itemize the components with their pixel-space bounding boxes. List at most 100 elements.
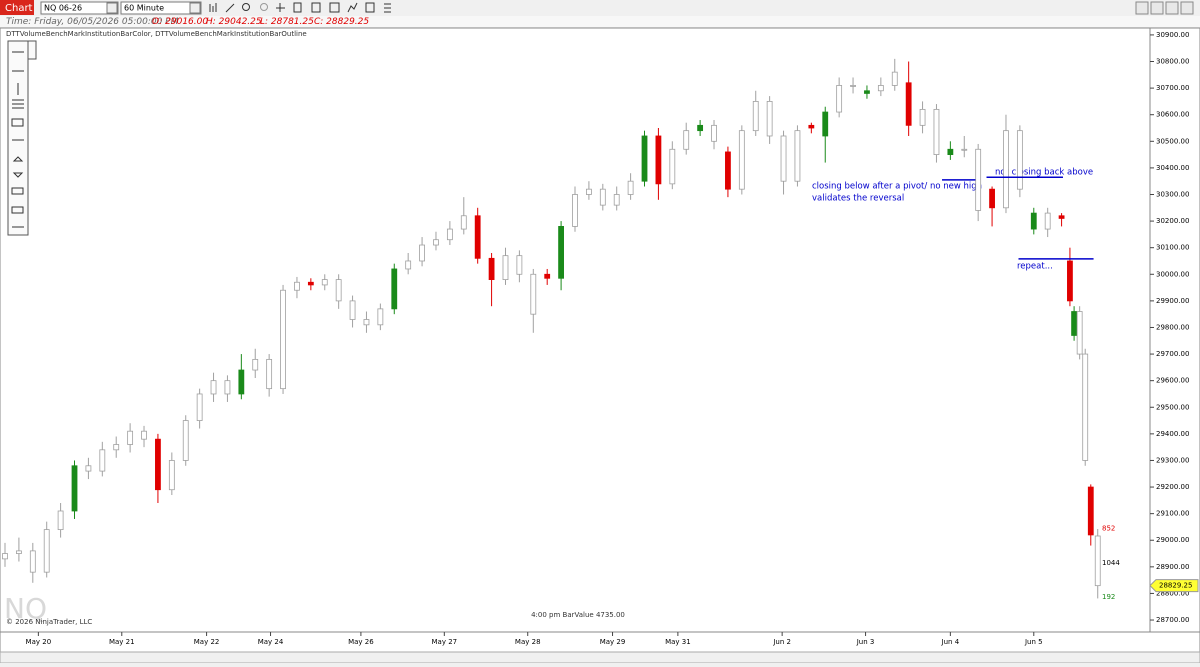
x-tick-label: Jun 4 (941, 638, 960, 646)
candle-body (57, 510, 64, 531)
candle-body (711, 124, 717, 142)
x-tick-label: May 31 (665, 638, 691, 646)
candle-body (780, 135, 787, 182)
price-axis (1149, 27, 1200, 633)
candle-body (266, 358, 273, 390)
candle-body (558, 226, 564, 279)
candle-body (29, 550, 36, 573)
candle-body (613, 194, 620, 206)
x-tick-label: May 27 (432, 638, 458, 646)
candle-body (1058, 215, 1065, 219)
candle-body (238, 369, 245, 395)
x-tick-label: Jun 2 (772, 638, 791, 646)
plot-area (0, 27, 1151, 633)
candle-body (252, 358, 259, 371)
toolbar-grip[interactable] (27, 40, 37, 60)
candle-body (488, 257, 495, 281)
candle-body (933, 108, 940, 155)
y-tick-label: 29100.00 (1156, 510, 1189, 518)
candle-body (530, 273, 537, 315)
bar-time: Time: Friday, 06/05/2026 05:00:00 PM (6, 17, 179, 27)
y-tick-label: 29600.00 (1156, 377, 1189, 385)
candle-body (989, 188, 995, 209)
bar-low: L: 28781.25 (260, 17, 314, 27)
drawing-toolbar (7, 40, 29, 236)
candle-body (224, 380, 231, 395)
dropdown-arrow[interactable] (189, 2, 201, 14)
bar-close: C: 28829.25 (314, 17, 369, 27)
y-tick-label: 30100.00 (1156, 244, 1189, 252)
x-tick-label: May 22 (194, 638, 220, 646)
y-tick-label: 30300.00 (1156, 190, 1189, 198)
instrument-label: NQ 06-26 (44, 4, 82, 13)
chart-tab-label: Chart (5, 3, 33, 14)
volume-label: 852 (1102, 524, 1115, 532)
x-tick-label: May 20 (26, 638, 52, 646)
candle-body (502, 255, 509, 281)
candle-body (307, 281, 314, 286)
candle-body (599, 188, 606, 206)
candle-body (460, 215, 467, 230)
candle-body (391, 268, 398, 310)
candle-body (752, 101, 759, 132)
indicator-label: DTTVolumeBenchMarkInstitutionBarColor, D… (6, 30, 307, 38)
last-price-label: 28829.25 (1159, 582, 1192, 590)
candle-body (349, 300, 356, 320)
x-tick-label: May 21 (109, 638, 135, 646)
y-tick-label: 30500.00 (1156, 137, 1189, 145)
candle-body (141, 430, 147, 440)
candle-body (683, 130, 690, 150)
copyright: © 2026 NinjaTrader, LLC (6, 618, 92, 626)
candle-body (168, 460, 175, 491)
candle-body (182, 420, 189, 461)
scrollbar[interactable] (0, 651, 1200, 664)
candle-body (127, 430, 134, 445)
interval-select[interactable] (120, 1, 202, 15)
watermark: NQ (4, 592, 47, 625)
chart-tab[interactable] (0, 0, 34, 15)
y-tick-label: 30000.00 (1156, 270, 1189, 278)
y-tick-label: 30900.00 (1156, 31, 1189, 39)
x-tick-label: May 29 (600, 638, 626, 646)
y-tick-label: 30600.00 (1156, 111, 1189, 119)
candle-body (947, 148, 954, 155)
status-text: 4:00 pm BarValue 4735.00 (531, 611, 625, 619)
candle-body (113, 444, 120, 451)
candle-body (905, 82, 912, 126)
candle-body (516, 255, 523, 275)
candle-body (2, 553, 8, 560)
candle-body (627, 180, 634, 195)
y-tick-label: 28700.00 (1156, 616, 1189, 624)
candle-body (725, 151, 731, 190)
annotation: repeat... (1017, 262, 1053, 272)
candle-body (864, 90, 870, 94)
annotation: not closing back above (995, 168, 1093, 178)
drawing-tools[interactable] (11, 51, 24, 228)
candle-body (1016, 130, 1023, 190)
candle-body (210, 380, 217, 395)
y-tick-label: 29500.00 (1156, 403, 1189, 411)
y-tick-label: 29900.00 (1156, 297, 1189, 305)
dropdown-arrow[interactable] (106, 2, 118, 14)
window-buttons[interactable] (1135, 1, 1194, 15)
volume-label: 192 (1102, 593, 1115, 601)
candle-body (572, 194, 578, 227)
candle-body (71, 465, 78, 512)
candle-body (544, 273, 551, 279)
toolbar-icons[interactable] (209, 2, 391, 13)
candle-body (405, 260, 412, 270)
y-tick-label: 30200.00 (1156, 217, 1189, 225)
candle-body (419, 244, 425, 262)
candle-body (766, 101, 773, 137)
y-tick-label: 29700.00 (1156, 350, 1189, 358)
x-tick-label: May 24 (258, 638, 284, 646)
candle-body (1094, 535, 1101, 587)
bar-high: H: 29042.25 (206, 17, 262, 27)
y-tick-label: 29400.00 (1156, 430, 1189, 438)
candle-body (377, 308, 384, 326)
y-tick-label: 29000.00 (1156, 536, 1189, 544)
instrument-select[interactable] (40, 1, 119, 15)
y-tick-label: 30400.00 (1156, 164, 1189, 172)
candle-body (43, 529, 50, 573)
